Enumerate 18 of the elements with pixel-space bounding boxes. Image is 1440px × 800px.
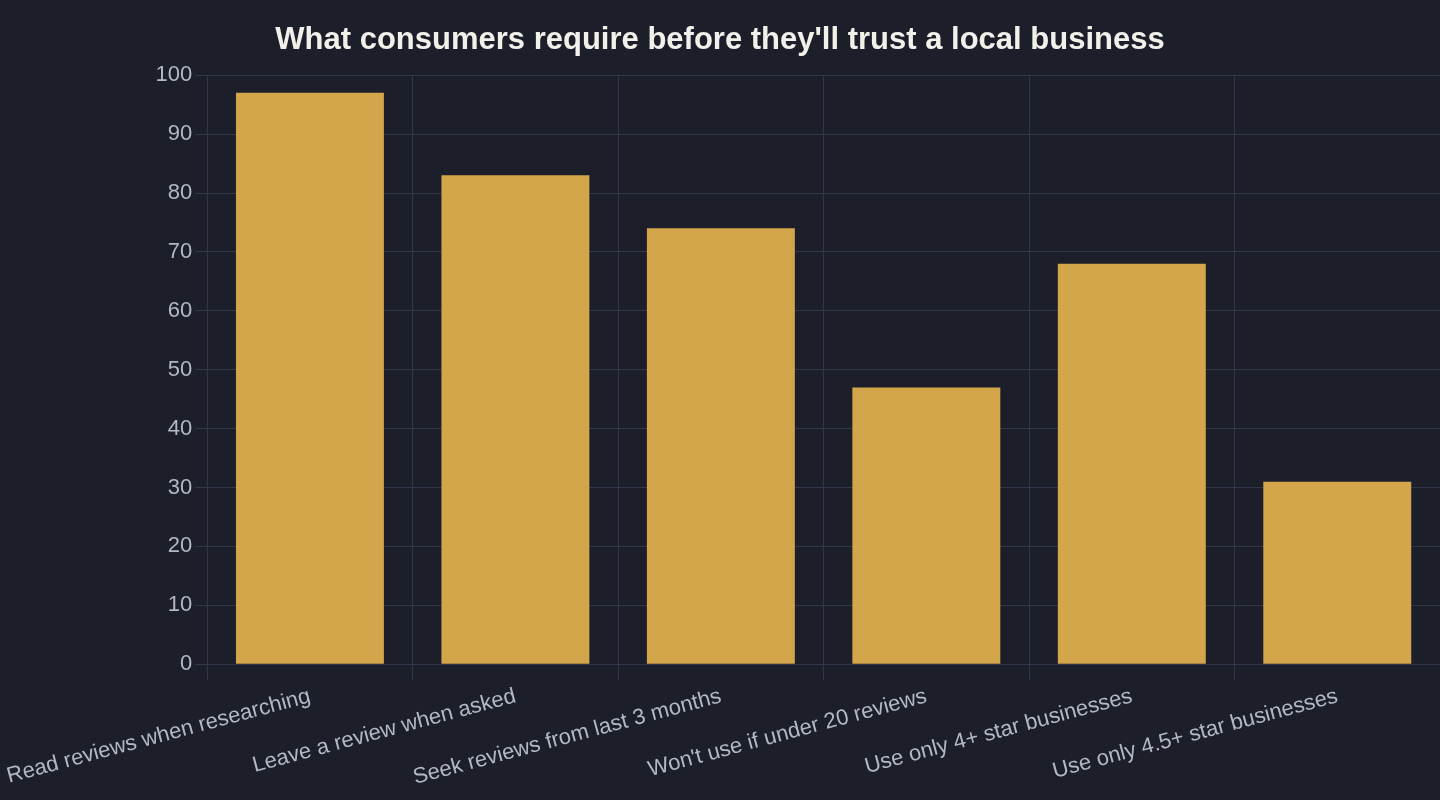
y-tick-label: 70 bbox=[167, 237, 193, 263]
y-tick-label: 80 bbox=[167, 179, 193, 205]
chart-title: What consumers require before they'll trust a local business bbox=[275, 21, 1165, 57]
bar bbox=[852, 387, 1001, 664]
bar bbox=[646, 228, 795, 664]
y-tick-label: 20 bbox=[167, 532, 193, 558]
y-tick-label: 30 bbox=[167, 473, 193, 499]
y-tick-label: 90 bbox=[167, 120, 193, 146]
y-tick-label: 40 bbox=[167, 414, 193, 440]
y-tick-label: 50 bbox=[167, 355, 193, 381]
bar bbox=[1263, 481, 1412, 664]
bar bbox=[1057, 263, 1206, 664]
y-tick-label: 100 bbox=[155, 61, 193, 87]
y-tick-label: 0 bbox=[179, 650, 193, 676]
bar bbox=[441, 175, 590, 664]
y-tick-label: 60 bbox=[167, 296, 193, 322]
bar bbox=[235, 92, 384, 664]
y-tick-label: 10 bbox=[167, 591, 193, 617]
